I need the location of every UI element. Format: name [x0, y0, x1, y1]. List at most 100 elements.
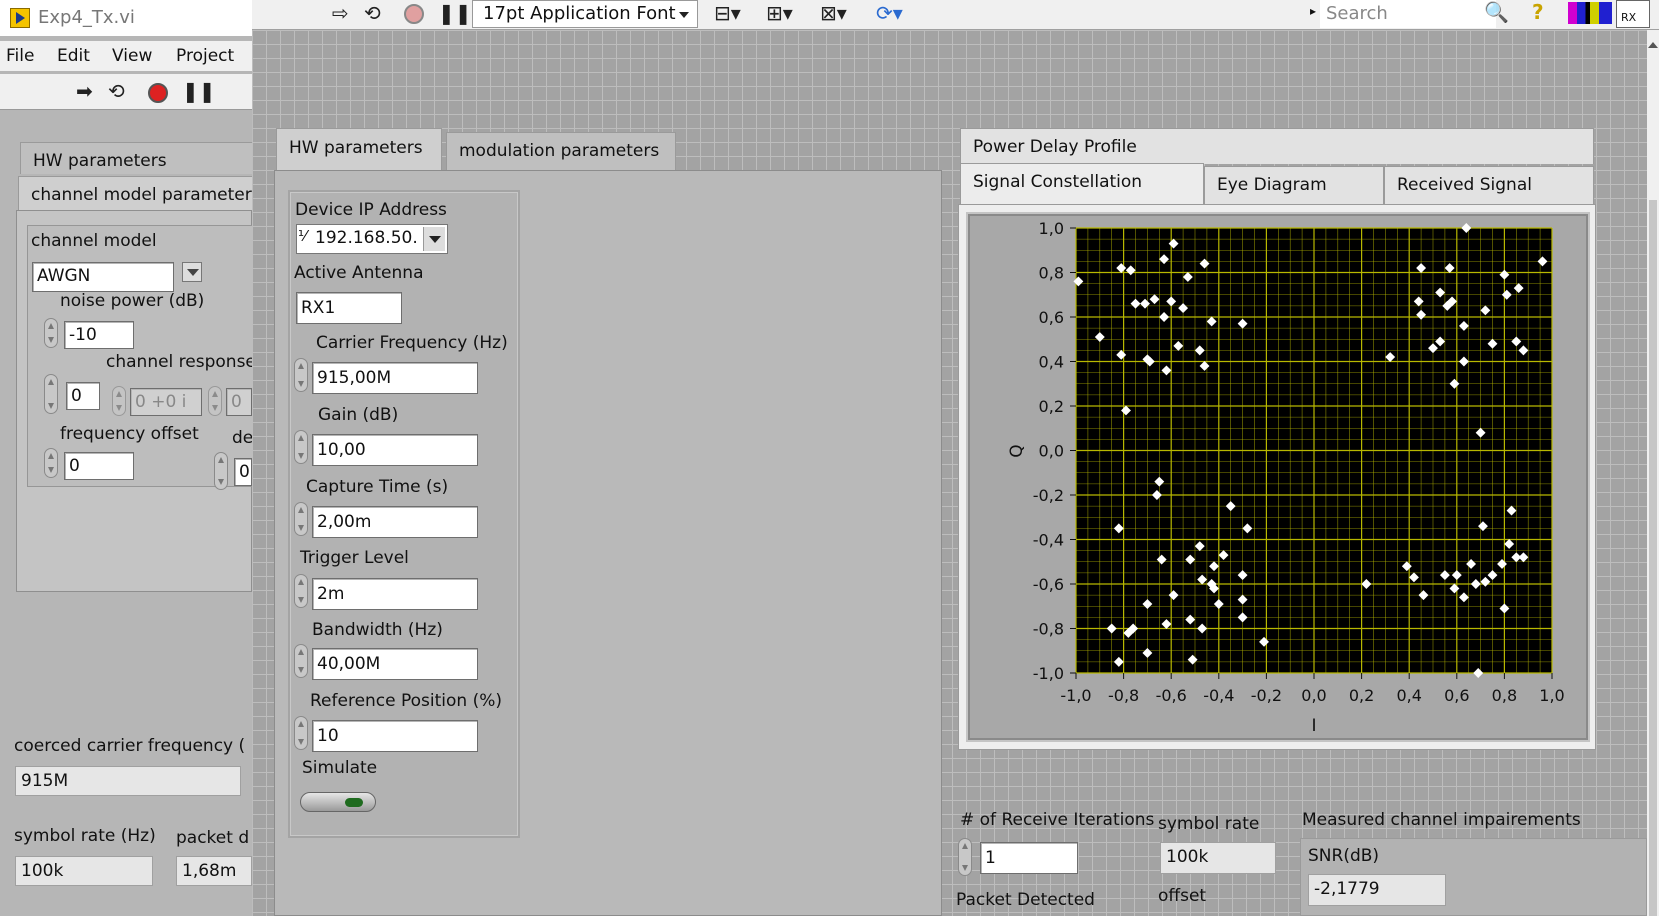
constellation-point	[1449, 583, 1460, 594]
scroll-up-icon[interactable]	[1648, 42, 1658, 48]
device-ip-combobox[interactable]: ⅟ 192.168.50.	[296, 224, 448, 254]
vi-connector-icon[interactable]: RX	[1616, 0, 1650, 28]
reference-position-input[interactable]: 10	[312, 720, 478, 752]
channel-response-value[interactable]: 0 +0 i	[130, 388, 202, 416]
capture-time-spinner[interactable]	[294, 502, 308, 536]
trigger-level-input[interactable]: 2m	[312, 578, 478, 610]
menu-view[interactable]: View	[112, 46, 153, 66]
font-select[interactable]: 17pt Application Font	[472, 0, 698, 28]
search-icon[interactable]: 🔍	[1484, 0, 1509, 24]
search-expand-icon[interactable]: ▸	[1310, 4, 1317, 18]
run-arrow-icon[interactable]: ➡	[76, 79, 93, 103]
constellation-point	[1199, 361, 1210, 371]
constellation-point	[1518, 552, 1529, 563]
abort-icon[interactable]	[148, 83, 168, 103]
constellation-point	[1537, 256, 1548, 267]
gain-input[interactable]: 10,00	[312, 434, 478, 466]
channel-response-value-spinner[interactable]	[112, 386, 126, 416]
channel-response-index[interactable]: 0	[66, 382, 100, 410]
tab-label: Eye Diagram	[1217, 175, 1327, 195]
constellation-point	[1182, 272, 1193, 282]
y-tick-label: 0,8	[1039, 264, 1064, 283]
pause-icon[interactable]: ❚❚	[438, 1, 472, 25]
gain-label: Gain (dB)	[318, 405, 399, 425]
tab-received-signal[interactable]: Received Signal	[1384, 166, 1594, 204]
capture-time-input[interactable]: 2,00m	[312, 506, 478, 538]
run-continuous-icon[interactable]: ⟲	[108, 79, 125, 103]
chevron-down-icon[interactable]	[423, 227, 445, 251]
carrier-frequency-input[interactable]: 915,00M	[312, 362, 478, 394]
constellation-point	[1361, 579, 1372, 589]
simulate-toggle[interactable]	[300, 792, 376, 812]
x-tick-label: 1,0	[1539, 686, 1564, 705]
tab-label: channel model parameter	[31, 185, 252, 205]
left-tab-hw-parameters[interactable]: HW parameters	[20, 142, 260, 174]
constellation-point	[1478, 521, 1488, 532]
gain-spinner[interactable]	[294, 430, 308, 464]
font-select-value: 17pt Application Font	[483, 3, 676, 24]
measured-impairments-label: Measured channel impairements	[1302, 810, 1581, 830]
pause-icon[interactable]: ❚❚	[182, 79, 216, 103]
noise-power-label: noise power (dB)	[60, 291, 205, 311]
y-tick-label: 1,0	[1039, 219, 1064, 238]
tab-eye-diagram[interactable]: Eye Diagram	[1204, 166, 1384, 204]
channel-response-value2-spinner[interactable]	[208, 386, 222, 416]
menu-file[interactable]: File	[6, 46, 35, 66]
channel-response-value2[interactable]: 0	[226, 388, 252, 416]
distribute-objects-icon[interactable]: ⊞▾	[766, 1, 793, 25]
constellation-point	[1473, 668, 1484, 678]
noise-power-input[interactable]: -10	[64, 321, 134, 349]
receive-iterations-input[interactable]: 1	[980, 842, 1078, 874]
x-tick-label: 0,4	[1396, 686, 1421, 705]
signal-constellation-graph[interactable]: -1,0 -0,8 -0,6 -0,4 -0,2 0,0 0,2 0,4 0,6 0,8 1,0 1…	[966, 212, 1590, 742]
background-vi-window: Exp4_Tx.vi File Edit View Project ➡ ⟲ ❚❚…	[0, 0, 260, 916]
run-arrow-icon[interactable]: ⇨	[332, 1, 349, 25]
reference-position-spinner[interactable]	[294, 716, 308, 750]
trigger-level-spinner[interactable]	[294, 574, 308, 608]
channel-response-index-spinner[interactable]	[44, 374, 58, 414]
run-continuous-icon[interactable]: ⟲	[364, 1, 381, 25]
constellation-point	[1125, 265, 1136, 276]
left-tab-channel-model[interactable]: channel model parameter	[18, 176, 258, 210]
active-antenna-input[interactable]: RX1	[296, 292, 402, 324]
y-tick-label: 0,0	[1039, 442, 1064, 461]
constellation-point	[1480, 305, 1491, 316]
reorder-icon[interactable]: ⟳▾	[876, 1, 903, 25]
channel-model-select[interactable]: AWGN	[32, 262, 174, 292]
search-placeholder: Search	[1326, 3, 1388, 24]
tab-hw-parameters[interactable]: HW parameters	[276, 128, 442, 172]
vertical-scrollbar[interactable]	[1647, 30, 1659, 916]
de-input[interactable]: 0	[234, 458, 252, 486]
frequency-offset-spinner[interactable]	[44, 448, 58, 478]
bandwidth-spinner[interactable]	[294, 644, 308, 678]
palette-icon[interactable]	[1568, 2, 1612, 24]
y-tick-label: -0,8	[1033, 620, 1064, 639]
x-tick-label: -0,8	[1108, 686, 1139, 705]
resize-objects-icon[interactable]: ⊠▾	[820, 1, 847, 25]
help-icon[interactable]: ?	[1532, 0, 1544, 24]
abort-icon[interactable]	[404, 4, 424, 24]
menu-project[interactable]: Project	[176, 46, 235, 66]
bandwidth-input[interactable]: 40,00M	[312, 648, 478, 680]
constellation-point	[1206, 316, 1217, 327]
align-objects-icon[interactable]: ⊟▾	[714, 1, 741, 25]
frequency-offset-input[interactable]: 0	[64, 452, 134, 480]
constellation-point	[1199, 258, 1210, 269]
receive-iterations-spinner[interactable]	[958, 838, 972, 876]
menu-bar: File Edit View Project	[0, 41, 252, 71]
constellation-point	[1113, 523, 1124, 534]
menu-edit[interactable]: Edit	[57, 46, 90, 66]
dropdown-arrow-icon[interactable]	[182, 262, 202, 282]
constellation-point	[1499, 603, 1510, 614]
noise-power-spinner[interactable]	[44, 318, 58, 348]
constellation-point	[1185, 554, 1196, 565]
constellation-point	[1237, 570, 1248, 581]
search-input[interactable]: Search	[1320, 0, 1496, 28]
carrier-frequency-spinner[interactable]	[294, 358, 308, 392]
tab-power-delay-profile[interactable]: Power Delay Profile	[960, 128, 1594, 164]
y-tick-label: 0,2	[1039, 397, 1064, 416]
tab-signal-constellation[interactable]: Signal Constellation	[960, 163, 1204, 207]
de-spinner[interactable]	[214, 452, 228, 490]
scrollbar-thumb[interactable]	[1649, 200, 1657, 916]
tab-modulation-parameters[interactable]: modulation parameters	[446, 132, 676, 170]
